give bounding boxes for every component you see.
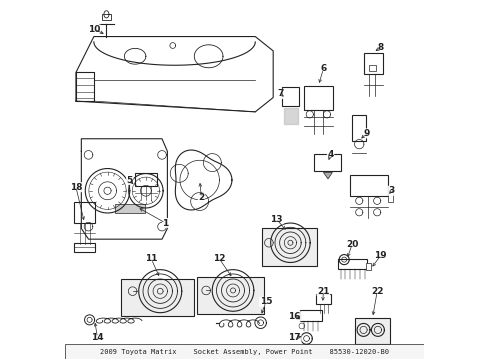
Text: 20: 20 bbox=[345, 240, 358, 249]
Bar bbox=[74, 202, 95, 223]
Bar bbox=[65, 344, 423, 359]
Text: 21: 21 bbox=[317, 287, 329, 296]
Text: 12: 12 bbox=[213, 255, 225, 264]
Bar bbox=[366, 263, 370, 270]
Text: 5: 5 bbox=[126, 176, 133, 185]
Bar bbox=[351, 115, 366, 140]
Bar bbox=[363, 53, 382, 74]
Bar bbox=[102, 14, 110, 21]
Polygon shape bbox=[323, 172, 332, 179]
Text: 2009 Toyota Matrix    Socket Assembly, Power Point    85530-12020-B0: 2009 Toyota Matrix Socket Assembly, Powe… bbox=[100, 349, 388, 355]
Bar bbox=[368, 65, 376, 71]
Text: 2: 2 bbox=[198, 193, 204, 202]
Text: 18: 18 bbox=[70, 183, 82, 192]
Text: 10: 10 bbox=[87, 25, 100, 34]
Bar bbox=[115, 204, 145, 213]
Text: 7: 7 bbox=[277, 89, 283, 98]
Bar bbox=[197, 277, 263, 315]
Bar bbox=[303, 86, 332, 110]
Bar bbox=[316, 294, 330, 304]
Text: 16: 16 bbox=[288, 312, 300, 321]
Bar bbox=[354, 319, 389, 344]
Text: 17: 17 bbox=[288, 333, 301, 342]
Text: 4: 4 bbox=[326, 150, 333, 159]
Bar bbox=[300, 310, 321, 320]
Bar bbox=[74, 243, 95, 252]
Bar bbox=[338, 259, 366, 269]
Text: 6: 6 bbox=[320, 64, 326, 73]
Bar bbox=[135, 173, 156, 186]
Bar bbox=[387, 191, 392, 202]
Text: 13: 13 bbox=[270, 215, 283, 224]
Text: 22: 22 bbox=[370, 287, 383, 296]
Text: 9: 9 bbox=[363, 129, 369, 138]
Bar bbox=[261, 228, 317, 266]
Text: 15: 15 bbox=[259, 297, 272, 306]
Text: 14: 14 bbox=[91, 333, 103, 342]
Bar bbox=[349, 175, 387, 196]
Bar bbox=[314, 154, 341, 171]
Text: 1: 1 bbox=[162, 219, 168, 228]
Bar bbox=[282, 87, 299, 107]
Text: 3: 3 bbox=[387, 186, 394, 195]
Text: 8: 8 bbox=[377, 43, 383, 52]
Text: 11: 11 bbox=[145, 255, 157, 264]
Text: 19: 19 bbox=[374, 251, 386, 260]
Bar bbox=[121, 279, 194, 316]
